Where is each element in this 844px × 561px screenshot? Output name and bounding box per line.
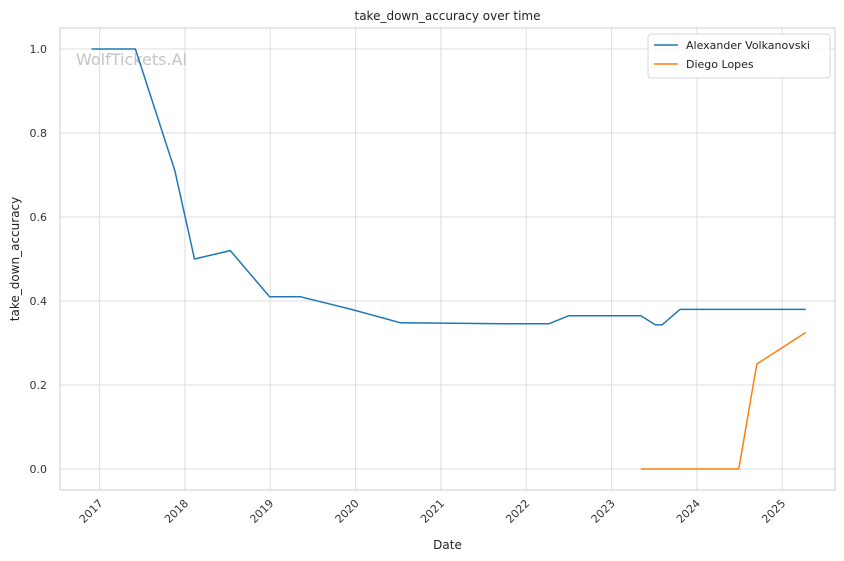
x-tick-label: 2017 bbox=[77, 497, 106, 526]
y-tick-label: 0.8 bbox=[30, 127, 48, 140]
grid bbox=[60, 28, 835, 490]
y-tick-label: 0.4 bbox=[30, 295, 48, 308]
legend-label: Alexander Volkanovski bbox=[686, 39, 810, 52]
x-axis-ticks: 2017 2018 2019 2020 2021 2022 2023 2024 2025 bbox=[77, 497, 789, 526]
y-tick-label: 0.2 bbox=[30, 379, 48, 392]
series-line bbox=[91, 48, 806, 326]
watermark-text: WolfTickets.AI bbox=[76, 50, 187, 69]
legend-label: Diego Lopes bbox=[686, 58, 754, 71]
x-tick-label: 2025 bbox=[759, 497, 788, 526]
legend: Alexander Volkanovski Diego Lopes bbox=[647, 33, 831, 79]
y-axis-ticks: 0.0 0.2 0.4 0.6 0.8 1.0 bbox=[30, 43, 48, 476]
x-tick-label: 2024 bbox=[674, 497, 703, 526]
y-tick-label: 0.0 bbox=[30, 463, 48, 476]
x-tick-label: 2019 bbox=[247, 497, 276, 526]
x-tick-label: 2020 bbox=[333, 497, 362, 526]
series-line bbox=[640, 331, 807, 470]
y-tick-label: 0.6 bbox=[30, 211, 48, 224]
plot-area-frame bbox=[59, 27, 836, 491]
chart-title: take_down_accuracy over time bbox=[355, 9, 541, 23]
series-layer bbox=[91, 48, 807, 470]
x-tick-label: 2021 bbox=[418, 497, 447, 526]
y-tick-label: 1.0 bbox=[30, 43, 48, 56]
x-axis-label: Date bbox=[433, 538, 462, 552]
legend-box bbox=[647, 33, 831, 79]
x-tick-label: 2022 bbox=[503, 497, 532, 526]
x-tick-label: 2018 bbox=[162, 497, 191, 526]
x-tick-label: 2023 bbox=[589, 497, 618, 526]
y-axis-label: take_down_accuracy bbox=[8, 197, 22, 321]
